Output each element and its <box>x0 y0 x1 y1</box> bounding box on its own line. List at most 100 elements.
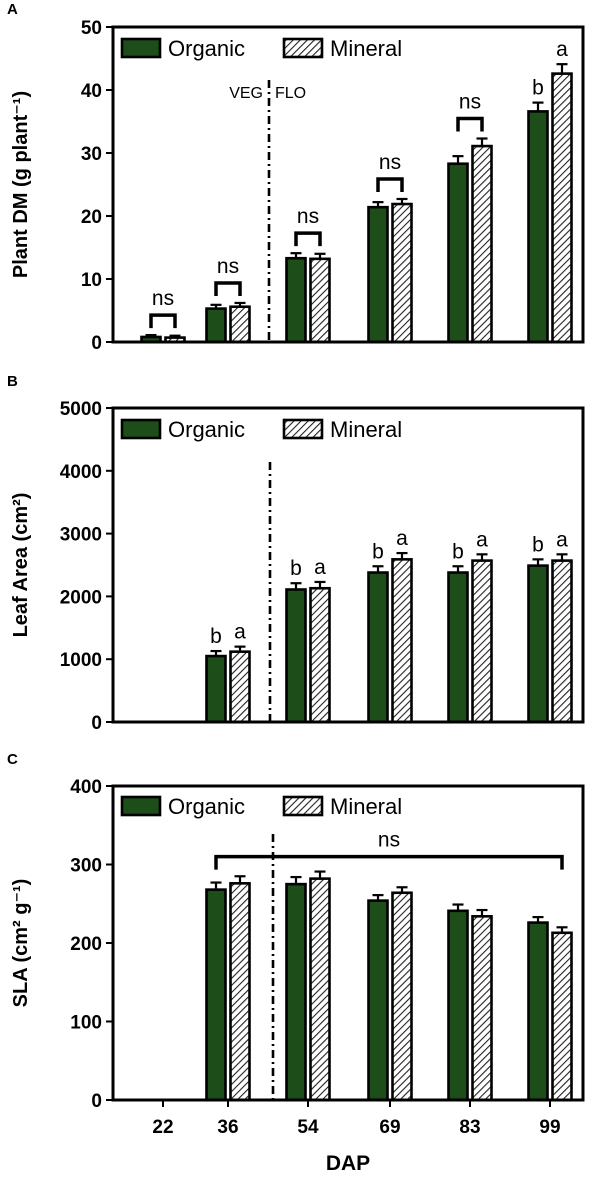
legend-swatch-organic <box>120 795 162 817</box>
phase-label-flo: FLO <box>275 85 306 102</box>
significance-bracket <box>214 281 242 296</box>
y-tick-label: 5000 <box>60 399 102 420</box>
significance-letter: a <box>396 527 408 550</box>
y-tick-label: 3000 <box>60 525 102 546</box>
significance-bracket <box>456 116 484 132</box>
bar-mineral-54 <box>309 877 331 1102</box>
x-tick-label: 36 <box>217 1117 238 1138</box>
x-tick-label: 54 <box>297 1117 319 1138</box>
legend-label-organic: Organic <box>168 36 245 61</box>
legend-label-organic: Organic <box>168 794 245 819</box>
panel-letter: B <box>7 373 18 390</box>
bar-mineral-99 <box>551 559 573 724</box>
bar-mineral-83 <box>471 559 493 724</box>
y-tick-label: 1000 <box>60 650 102 671</box>
plot-frame <box>111 25 585 344</box>
significance-letter: b <box>372 540 384 563</box>
bar-mineral-83 <box>471 144 493 344</box>
bar-organic-83 <box>447 909 469 1102</box>
significance-bracket <box>294 231 322 247</box>
legend-label-mineral: Mineral <box>330 417 402 442</box>
bar-organic-69 <box>367 205 389 344</box>
y-tick-label: 400 <box>70 777 102 798</box>
significance-letter: a <box>556 528 568 551</box>
bar-organic-54 <box>285 882 307 1102</box>
bar-mineral-99 <box>551 72 573 344</box>
y-tick-label: 100 <box>70 1013 102 1034</box>
bar-organic-54 <box>285 256 307 344</box>
legend: Organic Mineral <box>120 417 402 442</box>
significance-label: ns <box>459 91 481 114</box>
significance-bracket <box>376 177 404 192</box>
x-axis-label: DAP <box>326 1152 370 1175</box>
panel-a: A 0 10 20 30 40 50 Plant DM (g plant⁻¹) ns ns ns ns… <box>7 1 585 354</box>
legend: Organic Mineral <box>120 36 402 61</box>
significance-letter: b <box>290 557 302 580</box>
x-tick-label: 99 <box>539 1117 560 1138</box>
y-axis-label: SLA (cm² g⁻¹) <box>10 879 32 1008</box>
plot-frame <box>111 406 585 724</box>
bar-mineral-36 <box>229 650 251 724</box>
significance-letter: a <box>234 621 246 644</box>
significance-bracket <box>214 854 564 870</box>
significance-letter: b <box>210 625 222 648</box>
panel-letter: C <box>7 751 18 768</box>
bar-mineral-36 <box>229 882 251 1102</box>
y-tick-label: 0 <box>91 713 102 734</box>
bar-organic-36 <box>205 654 227 724</box>
bar-organic-36 <box>205 888 227 1102</box>
bar-organic-83 <box>447 571 469 724</box>
y-tick-label: 200 <box>70 934 102 955</box>
significance-label: ns <box>297 205 319 228</box>
legend-swatch-mineral <box>282 418 324 440</box>
y-tick-label: 20 <box>81 207 102 228</box>
significance-letter: a <box>476 528 488 551</box>
y-tick-label: 300 <box>70 856 102 877</box>
y-tick-label: 2000 <box>60 587 102 608</box>
bar-mineral-54 <box>309 586 331 724</box>
phase-label-veg: VEG <box>229 85 263 102</box>
bar-organic-99 <box>527 564 549 724</box>
x-tick-label: 83 <box>459 1117 480 1138</box>
y-tick-label: 50 <box>81 18 102 39</box>
bar-mineral-54 <box>309 257 331 344</box>
bar-mineral-69 <box>391 558 413 724</box>
y-tick-label: 0 <box>91 333 102 354</box>
bar-organic-36 <box>205 307 227 344</box>
legend-label-organic: Organic <box>168 417 245 442</box>
y-tick-label: 0 <box>91 1091 102 1112</box>
plot-frame <box>111 784 585 1102</box>
significance-label: ns <box>379 151 401 174</box>
panel-c: C 0 100 200 300 400 SLA (cm² g⁻¹) ns Organic Mine… <box>7 751 585 1112</box>
panel-letter: A <box>7 1 18 18</box>
x-tick-label: 22 <box>152 1117 173 1138</box>
legend-swatch-organic <box>120 37 162 59</box>
bar-organic-54 <box>285 588 307 724</box>
bar-organic-69 <box>367 571 389 724</box>
bar-mineral-69 <box>391 202 413 344</box>
y-tick-label: 10 <box>81 270 102 291</box>
y-tick-label: 30 <box>81 144 102 165</box>
significance-letter: a <box>556 38 568 61</box>
bar-organic-69 <box>367 899 389 1102</box>
legend: Organic Mineral <box>120 794 402 819</box>
bar-mineral-69 <box>391 891 413 1102</box>
y-tick-label: 4000 <box>60 462 102 483</box>
legend-label-mineral: Mineral <box>330 36 402 61</box>
bar-mineral-36 <box>229 305 251 344</box>
significance-letter: b <box>452 540 464 563</box>
significance-letter: b <box>532 77 544 100</box>
shared-x-axis: 22 36 54 69 83 99 DAP <box>152 1100 561 1175</box>
bar-mineral-99 <box>551 931 573 1102</box>
significance-label: ns <box>217 255 239 278</box>
bar-organic-99 <box>527 110 549 344</box>
bar-mineral-83 <box>471 915 493 1102</box>
significance-label: ns <box>152 287 174 310</box>
significance-letter: a <box>314 556 326 579</box>
x-tick-label: 69 <box>379 1117 400 1138</box>
y-axis-label: Plant DM (g plant⁻¹) <box>10 91 32 278</box>
significance-label: ns <box>378 829 400 852</box>
significance-letter: b <box>532 533 544 556</box>
